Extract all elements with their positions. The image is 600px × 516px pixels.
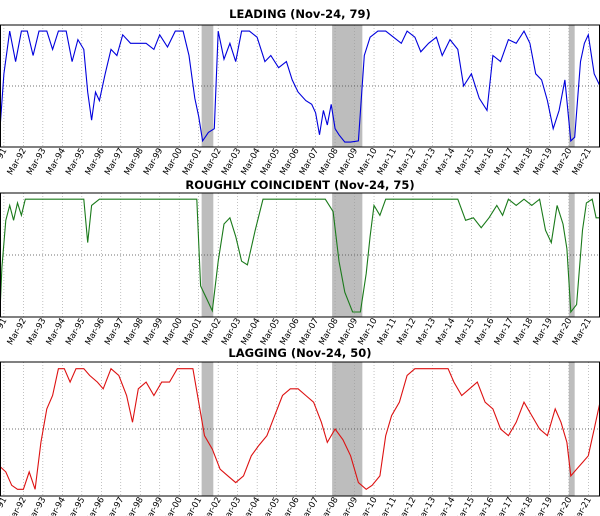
x-tick-label: Mar-04 xyxy=(239,496,262,516)
x-tick-label: Mar-19 xyxy=(532,496,555,516)
x-tick-label: Mar-97 xyxy=(103,496,126,516)
x-tick-label: Mar-10 xyxy=(356,496,379,516)
x-tick-label: Mar-06 xyxy=(278,496,301,516)
x-tick-label: Mar-20 xyxy=(551,496,574,516)
leading-title: LEADING (Nov-24, 79) xyxy=(229,7,371,21)
roughly-coincident-title: ROUGHLY COINCIDENT (Nov-24, 75) xyxy=(185,178,414,192)
x-tick-label: Mar-01 xyxy=(181,496,204,516)
x-tick-label: Mar-96 xyxy=(84,496,107,516)
x-tick-label: Mar-07 xyxy=(298,496,321,516)
x-tick-label: Mar-00 xyxy=(161,496,184,516)
recession-band xyxy=(568,193,575,317)
x-tick-label: Mar-15 xyxy=(454,496,477,516)
x-tick-label: Mar-08 xyxy=(317,496,340,516)
coincident-panel: Mar-91Mar-92Mar-93Mar-94Mar-95Mar-96Mar-… xyxy=(0,178,600,347)
x-tick-label: Mar-21 xyxy=(571,147,594,177)
x-tick-label: Mar-16 xyxy=(473,496,496,516)
series-line xyxy=(0,29,600,143)
x-tick-label: Mar-02 xyxy=(200,496,223,516)
x-tick-label: Mar-18 xyxy=(512,496,535,516)
x-tick-label: Mar-98 xyxy=(123,496,146,516)
x-tick-label: Mar-12 xyxy=(395,496,418,516)
recession-band xyxy=(568,362,575,496)
series-line xyxy=(0,198,600,314)
x-tick-label: Mar-92 xyxy=(6,496,29,516)
lagging-panel: Mar-91Mar-92Mar-93Mar-94Mar-95Mar-96Mar-… xyxy=(0,346,600,516)
x-tick-label: Mar-14 xyxy=(434,496,457,516)
lagging-title: LAGGING (Nov-24, 50) xyxy=(228,346,371,360)
x-tick-label: Mar-93 xyxy=(25,496,48,516)
x-tick-label: Mar-99 xyxy=(142,496,165,516)
x-tick-label: Mar-17 xyxy=(493,496,516,516)
x-tick-label: Mar-94 xyxy=(45,496,68,516)
x-tick-label: Mar-21 xyxy=(571,317,594,347)
x-tick-label: Mar-91 xyxy=(0,496,9,516)
recession-band xyxy=(568,25,575,147)
x-tick-label: Mar-11 xyxy=(376,496,399,516)
x-tick-label: Mar-03 xyxy=(220,496,243,516)
leading-panel: Mar-91Mar-92Mar-93Mar-94Mar-95Mar-96Mar-… xyxy=(0,7,600,177)
x-tick-label: Mar-09 xyxy=(337,496,360,516)
x-tick-label: Mar-05 xyxy=(259,496,282,516)
x-tick-label: Mar-95 xyxy=(64,496,87,516)
x-tick-label: Mar-21 xyxy=(571,496,594,516)
x-tick-label: Mar-13 xyxy=(415,496,438,516)
